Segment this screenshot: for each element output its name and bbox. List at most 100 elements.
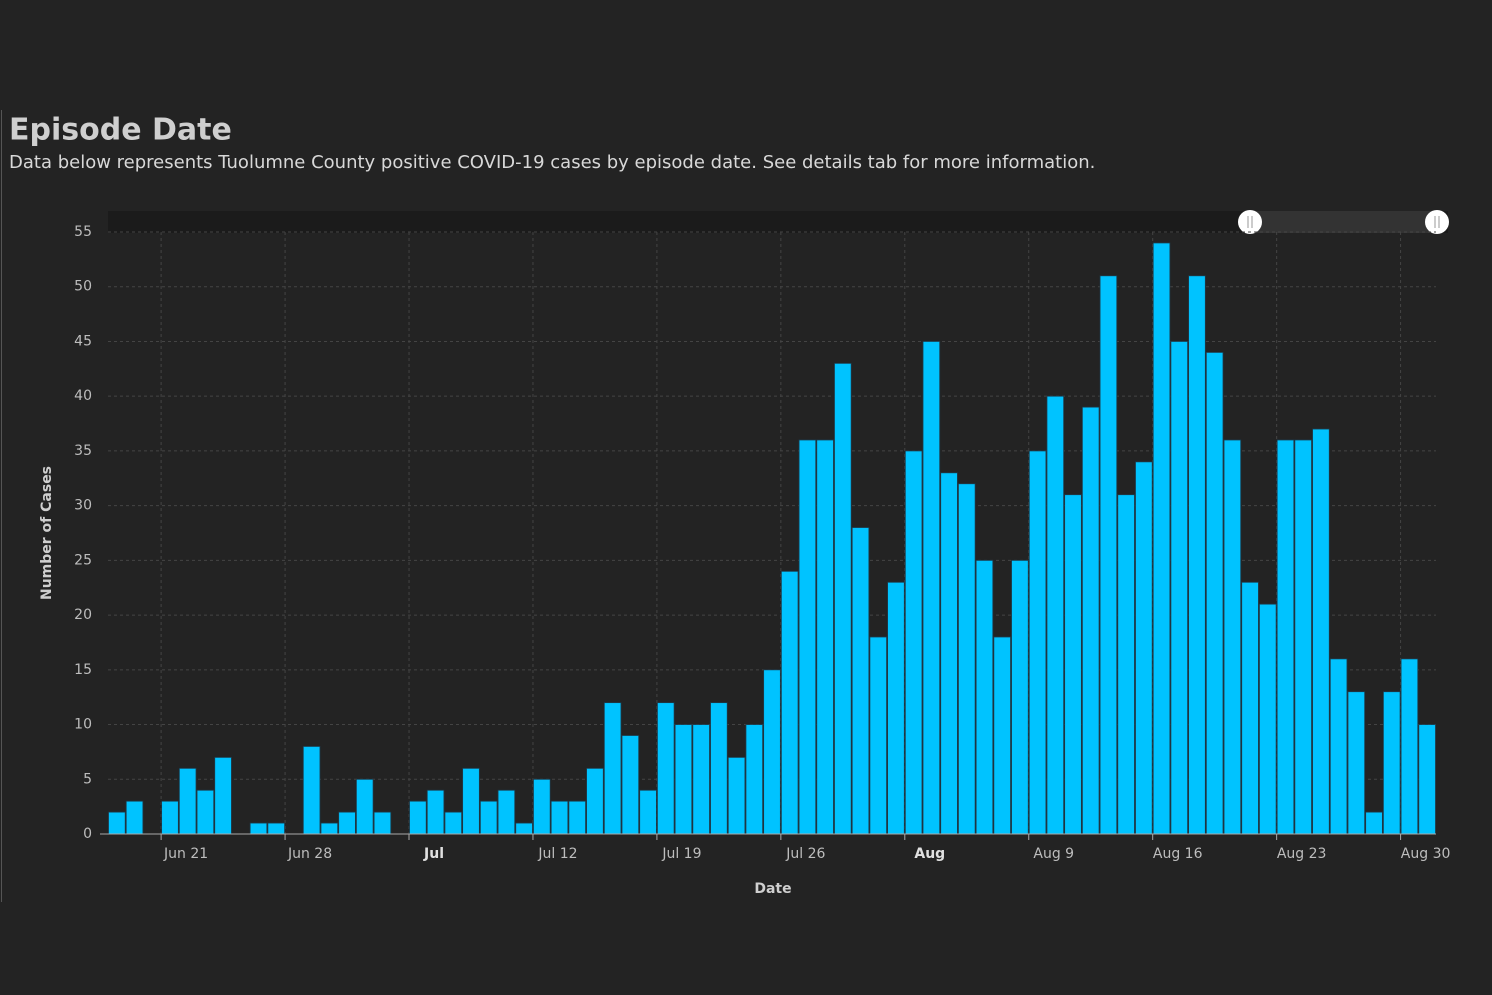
bar	[1099, 275, 1118, 835]
bar	[515, 822, 533, 835]
x-tick-label: Jun 28	[287, 846, 332, 862]
y-tick-label: 0	[83, 826, 92, 842]
bar	[798, 439, 817, 835]
bar	[975, 559, 994, 835]
bar	[780, 570, 799, 835]
bar	[444, 811, 463, 835]
bar	[125, 800, 144, 835]
bar	[497, 789, 516, 835]
bar	[904, 450, 923, 835]
bar	[1312, 428, 1330, 835]
range-slider-handle[interactable]	[1425, 210, 1449, 234]
bar	[1382, 691, 1401, 835]
bar	[338, 811, 356, 835]
y-tick-label: 25	[74, 552, 92, 568]
bar	[320, 822, 339, 835]
bar	[692, 724, 710, 835]
y-tick-label: 50	[74, 279, 92, 295]
bar	[745, 724, 764, 835]
bar	[568, 800, 586, 835]
bar	[958, 483, 976, 835]
x-tick-label: Aug 23	[1277, 846, 1327, 862]
bar	[1028, 450, 1047, 835]
bar	[1011, 559, 1029, 835]
bar	[1081, 406, 1100, 835]
bar	[1205, 351, 1224, 835]
bar	[196, 789, 215, 835]
bar	[479, 800, 498, 835]
bar	[869, 636, 887, 835]
bar	[409, 800, 427, 835]
bar	[1294, 439, 1312, 835]
bar	[940, 472, 958, 835]
chart-title: Episode Date	[9, 113, 232, 148]
bar	[1135, 461, 1153, 835]
x-axis-title: Date	[754, 881, 791, 897]
bar	[639, 789, 657, 835]
bar	[674, 724, 693, 835]
y-tick-label: 35	[74, 443, 92, 459]
bar	[533, 778, 551, 835]
x-tick-label: Aug 30	[1401, 846, 1451, 862]
bar	[922, 341, 941, 835]
bar	[1188, 275, 1206, 835]
bar	[727, 756, 746, 835]
bar	[1276, 439, 1295, 835]
chart-subtitle: Data below represents Tuolumne County po…	[9, 152, 1095, 173]
bar	[1241, 581, 1259, 835]
bar	[1259, 603, 1277, 835]
bar	[1329, 658, 1348, 835]
bar	[1347, 691, 1366, 835]
bar	[1170, 341, 1189, 835]
x-tick-label: Jul 19	[661, 846, 701, 862]
y-tick-label: 5	[83, 771, 92, 787]
bar	[355, 778, 374, 835]
bar	[302, 746, 321, 835]
x-tick-label: Jun 21	[163, 846, 208, 862]
bar	[657, 702, 675, 835]
bar	[586, 767, 604, 835]
bar	[1064, 494, 1082, 835]
bar	[993, 636, 1011, 835]
bar	[603, 702, 622, 835]
bar	[1400, 658, 1419, 835]
bar	[1365, 811, 1383, 835]
bar	[373, 811, 392, 835]
x-tick-label: Aug	[914, 846, 945, 862]
bar	[161, 800, 179, 835]
bar	[1223, 439, 1242, 835]
bar	[710, 702, 728, 835]
range-slider-handle[interactable]	[1238, 210, 1262, 234]
bar	[550, 800, 569, 835]
bar	[214, 756, 232, 835]
y-tick-label: 10	[74, 717, 92, 733]
bar	[1152, 242, 1171, 835]
y-tick-label: 40	[74, 388, 92, 404]
x-tick-label: Jul 26	[785, 846, 825, 862]
bar	[462, 767, 480, 835]
range-slider-selection[interactable]	[1250, 211, 1437, 233]
bar	[621, 735, 640, 835]
bar	[426, 789, 445, 835]
range-slider-track[interactable]	[108, 211, 1448, 233]
bar	[1046, 395, 1065, 835]
y-tick-label: 45	[74, 333, 92, 349]
bar	[108, 811, 126, 835]
y-tick-label: 55	[74, 224, 92, 240]
bar	[816, 439, 834, 835]
bar	[267, 822, 285, 835]
y-axis-title: Number of Cases	[39, 466, 55, 600]
bar	[1117, 494, 1135, 835]
bar	[178, 767, 197, 835]
x-tick-label: Jul	[423, 846, 444, 862]
y-tick-label: 15	[74, 662, 92, 678]
y-tick-label: 20	[74, 607, 92, 623]
bar	[763, 669, 781, 835]
bar	[851, 527, 870, 835]
bar	[1418, 724, 1436, 835]
y-tick-label: 30	[74, 498, 92, 514]
bar	[249, 822, 268, 835]
x-tick-label: Jul 12	[537, 846, 577, 862]
